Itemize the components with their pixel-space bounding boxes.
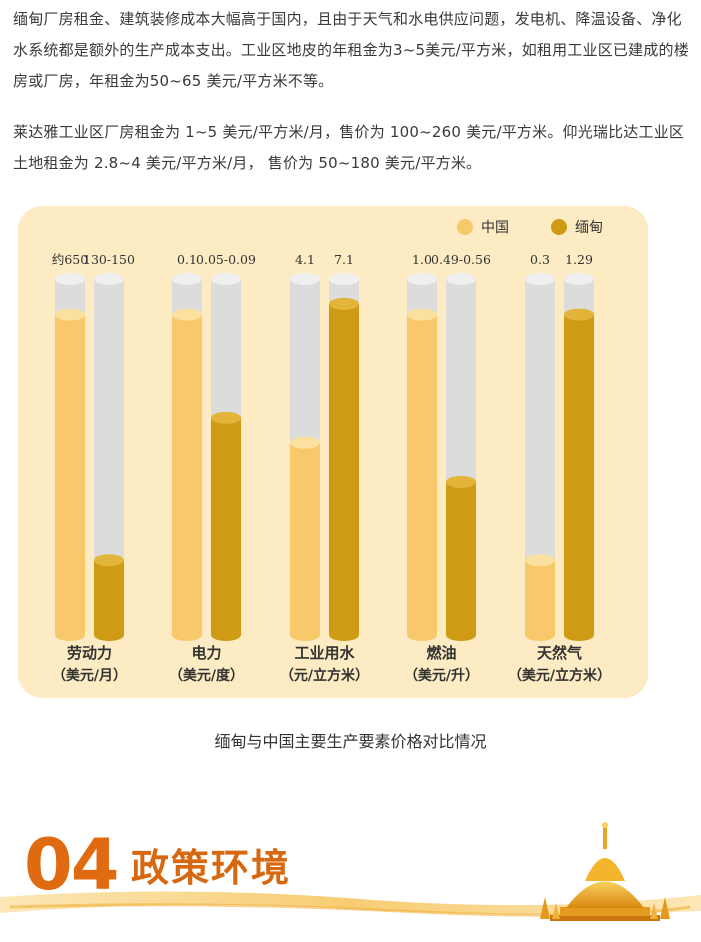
category-unit-label: （元/立方米） (280, 667, 369, 684)
category-unit-label: （美元/升） (404, 667, 479, 684)
bar-track-cap (172, 273, 202, 285)
bar-myanmar (211, 417, 241, 635)
bar-track (94, 279, 124, 635)
bar-myanmar-base (446, 629, 476, 641)
bar-track-cap (55, 273, 85, 285)
bar-myanmar-cap (94, 554, 124, 567)
data-label-myanmar: 7.1 (334, 252, 354, 267)
bar-china (290, 442, 320, 635)
category-label: 劳动力 (67, 644, 112, 662)
bar-track (525, 279, 555, 635)
bar-myanmar-cap (446, 475, 476, 488)
bar-china-cap (290, 436, 320, 449)
bar-china-base (172, 629, 202, 641)
bar-myanmar-cap (211, 411, 241, 424)
legend-myanmar: 缅甸 (551, 216, 603, 238)
bar-myanmar-base (329, 629, 359, 641)
bar-china (55, 314, 85, 635)
data-label-myanmar: 130-150 (83, 252, 135, 267)
bar-china-base (290, 629, 320, 641)
bar-china-base (407, 629, 437, 641)
bar-china-base (525, 629, 555, 641)
data-label-myanmar: 0.49-0.56 (431, 252, 491, 267)
data-label-myanmar: 0.05-0.09 (196, 252, 256, 267)
bar-myanmar (564, 314, 594, 635)
bar-myanmar-base (211, 629, 241, 641)
bar-track-cap (525, 273, 555, 285)
bar-track-cap (407, 273, 437, 285)
category-unit-label: （美元/度） (169, 667, 244, 684)
bar-china (525, 560, 555, 635)
category-unit-label: （美元/月） (52, 667, 127, 684)
data-label-china: 1.0 (412, 252, 432, 267)
category-unit-label: （美元/立方米） (508, 667, 611, 684)
legend-china-swatch (457, 219, 473, 235)
bar-china-cap (172, 308, 202, 321)
bar-myanmar-base (94, 629, 124, 641)
pagoda-icon (540, 822, 670, 921)
bar-china-cap (55, 308, 85, 321)
bar-china (407, 314, 437, 635)
bar-china-cap (407, 308, 437, 321)
section-number: 04 (24, 824, 119, 906)
bar-track-cap (211, 273, 241, 285)
bar-track-cap (329, 273, 359, 285)
category-label: 工业用水 (294, 644, 355, 662)
legend-myanmar-label: 缅甸 (575, 220, 603, 236)
data-label-myanmar: 1.29 (565, 252, 593, 267)
category-label: 天然气 (537, 644, 582, 662)
bar-track-cap (564, 273, 594, 285)
bar-track-cap (446, 273, 476, 285)
chart-panel: 中国 缅甸 约650 130-150 劳动力 （美元/月） 0.1 0.05-0.09 电力… (18, 206, 648, 698)
bar-myanmar-cap (564, 308, 594, 321)
section-banner: 04 政策环境 (0, 815, 701, 942)
data-label-china: 约650 (52, 252, 88, 267)
data-label-china: 0.1 (177, 252, 197, 267)
bar-myanmar-base (564, 629, 594, 641)
bar-myanmar (94, 560, 124, 635)
legend-china: 中国 (457, 216, 509, 238)
bar-myanmar (329, 303, 359, 635)
data-label-china: 0.3 (530, 252, 550, 267)
bar-china-base (55, 629, 85, 641)
bar-myanmar (446, 481, 476, 635)
bar-myanmar-cap (329, 297, 359, 310)
banner-decoration (0, 822, 701, 921)
chart-caption: 缅甸与中国主要生产要素价格对比情况 (214, 732, 487, 751)
article-paragraph: 莱达雅工业区厂房租金为 1~5 美元/平方米/月，售价为 100~260 美元/… (13, 123, 685, 172)
data-label-china: 4.1 (295, 252, 315, 267)
legend-china-label: 中国 (481, 220, 509, 236)
category-label: 电力 (191, 644, 221, 662)
bar-track-cap (94, 273, 124, 285)
article-paragraph: 缅甸厂房租金、建筑装修成本大幅高于国内，且由于天气和水电供应问题，发电机、降温设… (13, 10, 689, 90)
legend-myanmar-swatch (551, 219, 567, 235)
bar-track-cap (290, 273, 320, 285)
category-label: 燃油 (426, 644, 456, 662)
bar-china (172, 314, 202, 635)
section-title: 政策环境 (131, 846, 292, 890)
bar-china-cap (525, 554, 555, 567)
